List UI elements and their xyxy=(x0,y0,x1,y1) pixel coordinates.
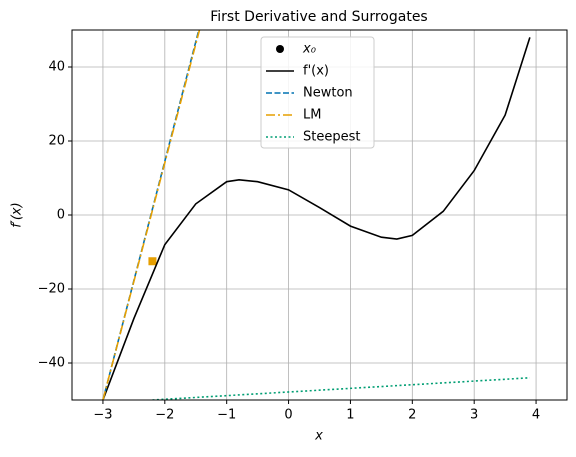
x-axis-label: x xyxy=(314,429,323,444)
x-tick-label: −1 xyxy=(217,408,236,423)
x-tick-label: −2 xyxy=(155,408,174,423)
y-tick-label: 0 xyxy=(57,208,65,223)
axes-frame xyxy=(71,29,568,401)
y-tick-label: 20 xyxy=(48,134,65,149)
legend-label: LM xyxy=(303,108,321,123)
plot-area xyxy=(102,30,531,400)
y-tick-label: −40 xyxy=(38,356,65,371)
chart-title: First Derivative and Surrogates xyxy=(210,9,427,25)
x-tick-label: 1 xyxy=(346,408,354,423)
legend-label: x₀ xyxy=(302,42,317,57)
y-axis-label: f′(x) xyxy=(10,202,25,227)
line xyxy=(102,30,201,400)
legend-box xyxy=(260,36,375,149)
legend-label: Steepest xyxy=(303,130,360,145)
y-tick-label: −20 xyxy=(38,282,65,297)
x-tick-label: 0 xyxy=(284,408,292,423)
grid-layer: −3 −2 −1 0 1 2 3 4 −40 −20 0 20 40 xyxy=(38,30,567,423)
x-tick-label: 2 xyxy=(408,408,416,423)
x-tick-label: 3 xyxy=(470,408,478,423)
y-tick-label: 40 xyxy=(48,60,65,75)
x-tick-label: −3 xyxy=(93,408,112,423)
legend: x₀ f'(x) Newton LM Steepest xyxy=(260,36,375,149)
point xyxy=(148,257,157,266)
legend-marker xyxy=(276,45,284,53)
line xyxy=(152,377,530,400)
line xyxy=(102,37,531,400)
x-tick-label: 4 xyxy=(532,408,540,423)
legend-label: Newton xyxy=(303,86,353,101)
legend-label: f'(x) xyxy=(303,64,329,79)
